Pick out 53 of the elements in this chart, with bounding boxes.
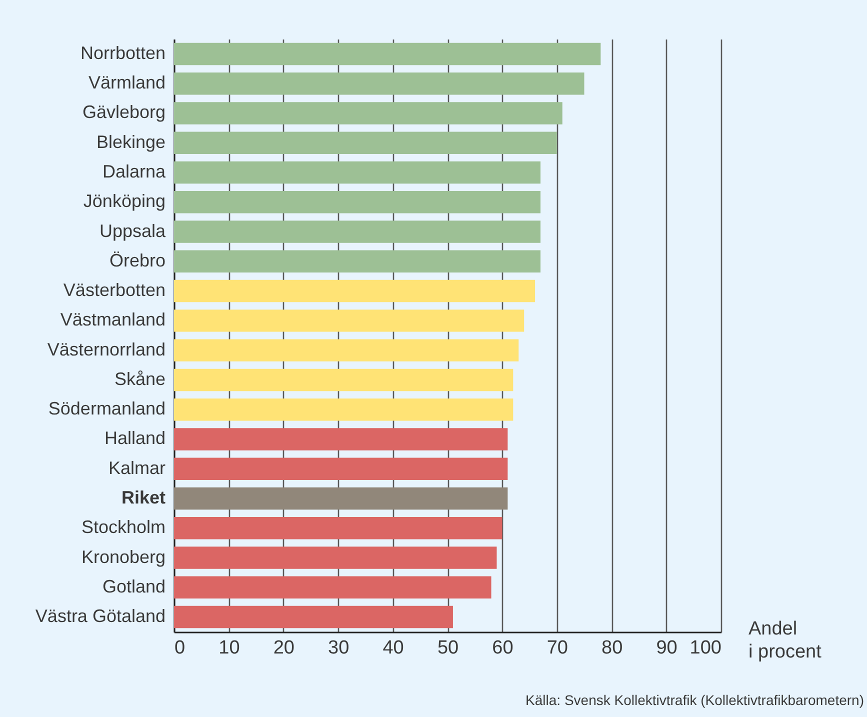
y-tick-label: Kalmar: [108, 458, 166, 478]
x-tick-label: 30: [328, 638, 350, 658]
y-tick-label: Skåne: [114, 368, 166, 389]
y-tick-label: Västerbotten: [63, 280, 166, 300]
bar: [174, 398, 514, 421]
bar: [174, 517, 502, 540]
bar: [174, 310, 524, 332]
bar: [174, 487, 508, 510]
bar: [174, 546, 497, 569]
y-tick-label: Västernorrland: [47, 339, 166, 360]
bar: [174, 606, 453, 628]
y-tick-label: Jönköping: [83, 191, 166, 212]
y-tick-label: Stockholm: [81, 517, 166, 538]
x-tick-label: 90: [656, 638, 678, 658]
bar: [174, 161, 540, 184]
bar: [174, 132, 557, 154]
x-tick-label: 50: [437, 638, 459, 658]
bar: [174, 250, 540, 273]
bar: [174, 220, 540, 243]
bar: [174, 458, 508, 480]
y-tick-label: Norrbotten: [80, 42, 166, 63]
y-tick-label: Blekinge: [96, 132, 166, 152]
x-tick-label: 20: [273, 638, 294, 658]
x-tick-label: 70: [546, 638, 568, 658]
bar: [174, 576, 492, 599]
y-tick-label: Uppsala: [99, 220, 166, 241]
bar: [174, 339, 519, 362]
y-tick-label: Västmanland: [60, 310, 166, 330]
y-tick-label: Kronoberg: [81, 546, 166, 567]
x-tick-label: 40: [382, 638, 404, 658]
y-tick-label: Värmland: [88, 72, 166, 93]
bar: [174, 428, 508, 450]
text: Källa: Svensk Kollektivtrafik (Kollektivtrafikbarometern): [526, 692, 864, 708]
x-tick-label: 100: [690, 638, 722, 658]
bar: [174, 368, 514, 392]
y-tick-label: Gotland: [102, 576, 166, 596]
y-tick-label: Dalarna: [102, 162, 166, 182]
bar: [174, 42, 601, 66]
y-tick-label: Halland: [104, 428, 166, 448]
x-tick-label: 60: [492, 638, 514, 658]
y-tick-label: Västra Götaland: [35, 606, 166, 626]
bar: [174, 72, 584, 95]
x-tick-label: 0: [174, 638, 186, 658]
y-tick-label: Riket: [121, 487, 166, 508]
y-tick-label: Gävleborg: [82, 102, 166, 122]
y-tick-label: Södermanland: [48, 398, 166, 419]
bar: [174, 102, 562, 124]
bar: [174, 280, 536, 302]
x-axis-title: Andel i procent: [748, 618, 822, 662]
x-tick-label: 10: [218, 638, 240, 658]
x-tick-label: 80: [602, 638, 623, 658]
y-tick-label: Örebro: [109, 250, 166, 270]
bar: [174, 191, 540, 214]
